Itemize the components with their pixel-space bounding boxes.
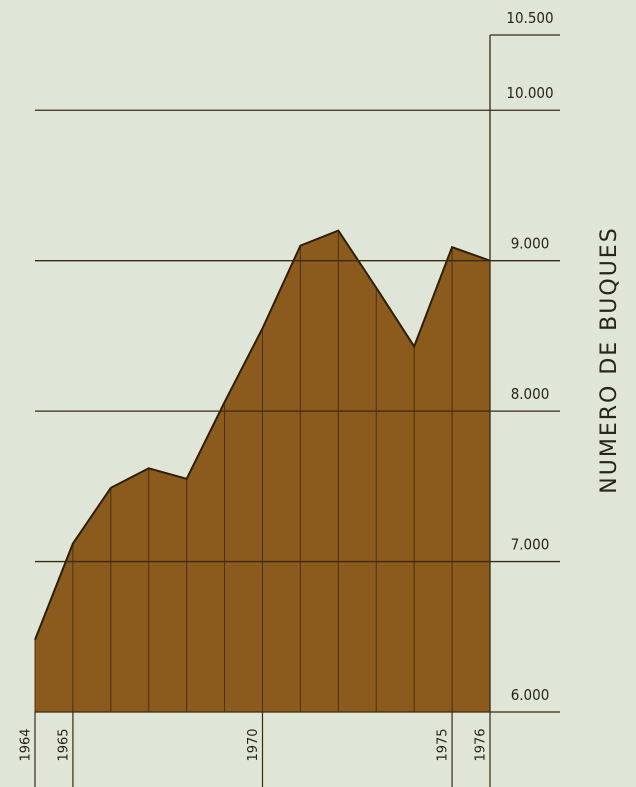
y-tick-label: 8.000 <box>511 385 550 403</box>
x-tick-label: 1975 <box>436 728 451 761</box>
x-tick-label: 1970 <box>246 728 261 761</box>
y-tick-label: 10.000 <box>506 84 553 102</box>
y-tick-label: 9.000 <box>511 235 550 253</box>
area-outline <box>34 229 491 641</box>
y-tick-label: 7.000 <box>511 536 550 554</box>
x-tick-label: 1964 <box>19 728 34 761</box>
x-tick-label: 1965 <box>56 728 71 761</box>
y-tick-label: 10.500 <box>506 9 553 27</box>
x-tick-label: 1976 <box>474 728 489 761</box>
y-tick-label: 6.000 <box>511 686 550 704</box>
y-axis-label: NUMERO DE BUQUES <box>597 226 622 493</box>
